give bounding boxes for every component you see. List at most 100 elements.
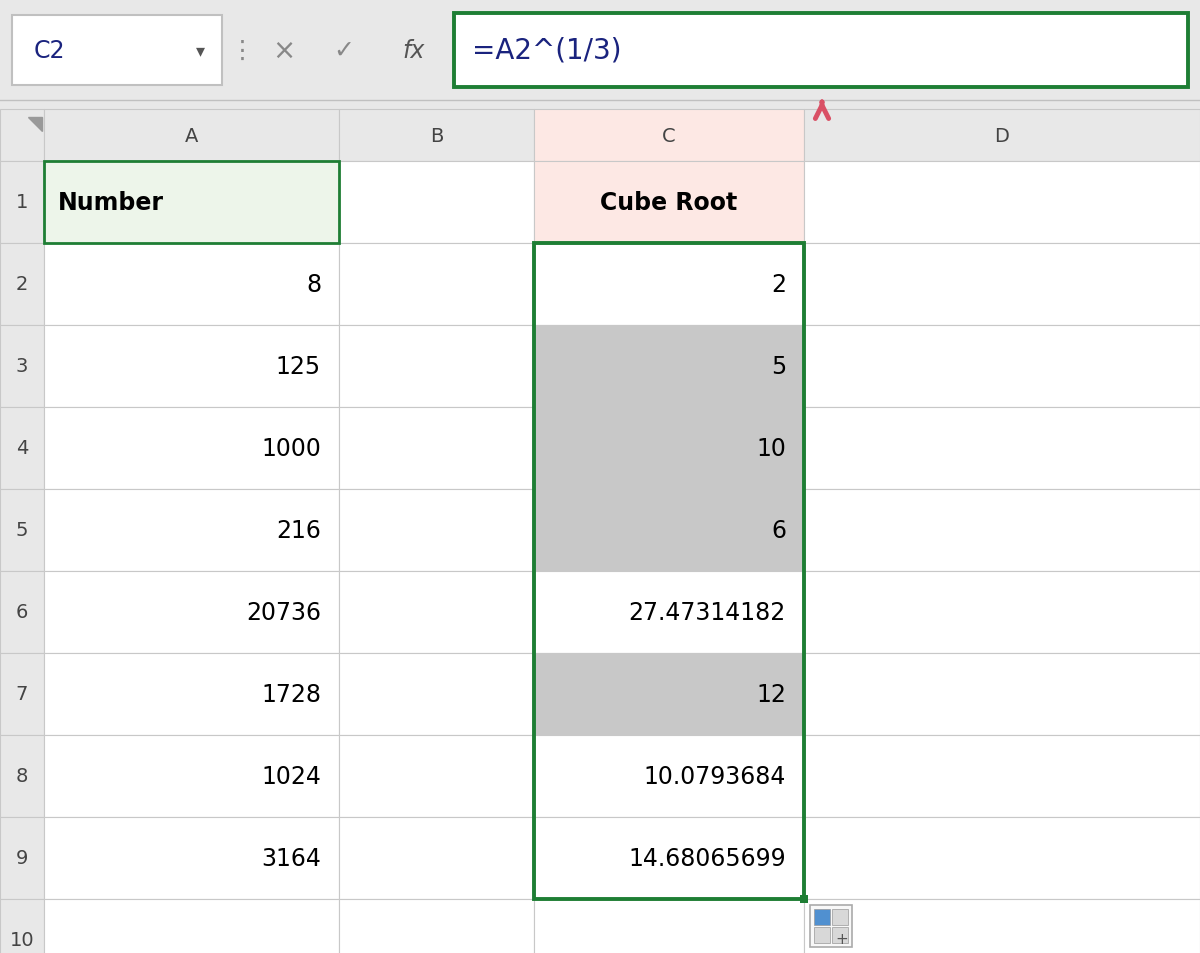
Text: A: A: [185, 127, 198, 146]
Text: +: +: [835, 931, 848, 946]
Text: 2: 2: [772, 273, 786, 296]
Bar: [534, 244, 804, 899]
Bar: [44, 162, 340, 244]
Bar: [12, 16, 222, 86]
Text: C2: C2: [34, 39, 66, 63]
Bar: [0, 326, 44, 408]
Bar: [804, 162, 1200, 244]
Text: 5: 5: [770, 355, 786, 378]
Bar: [44, 110, 340, 162]
Bar: [44, 817, 340, 899]
Bar: [44, 408, 340, 490]
Bar: [0, 735, 44, 817]
Bar: [0, 110, 44, 162]
Bar: [0, 572, 44, 654]
Bar: [340, 244, 534, 326]
Text: 14.68065699: 14.68065699: [629, 846, 786, 870]
Bar: [814, 909, 830, 925]
Bar: [340, 735, 534, 817]
Bar: [804, 110, 1200, 162]
Text: 6: 6: [772, 518, 786, 542]
Bar: [534, 654, 804, 735]
Text: 9: 9: [16, 848, 28, 867]
Bar: [534, 244, 804, 326]
Bar: [0, 10, 1200, 91]
Bar: [44, 162, 340, 244]
Bar: [534, 899, 804, 953]
Text: fx: fx: [403, 39, 425, 63]
Bar: [340, 162, 534, 244]
Bar: [454, 14, 1188, 88]
Bar: [0, 162, 44, 244]
Bar: [44, 326, 340, 408]
Bar: [534, 326, 804, 408]
Bar: [534, 490, 804, 572]
Text: B: B: [430, 127, 443, 146]
Bar: [804, 654, 1200, 735]
Bar: [44, 244, 340, 326]
Text: ✓: ✓: [334, 39, 354, 63]
Bar: [804, 490, 1200, 572]
Bar: [44, 654, 340, 735]
Bar: [0, 490, 44, 572]
Bar: [44, 735, 340, 817]
Bar: [340, 408, 534, 490]
Text: ⋮: ⋮: [229, 39, 254, 63]
Bar: [800, 895, 808, 903]
Text: 6: 6: [16, 603, 28, 622]
Bar: [804, 572, 1200, 654]
Text: 10: 10: [10, 930, 35, 949]
Text: 27.47314182: 27.47314182: [629, 600, 786, 624]
Bar: [832, 927, 848, 943]
Bar: [534, 817, 804, 899]
Text: 125: 125: [276, 355, 322, 378]
Bar: [340, 817, 534, 899]
Text: 3164: 3164: [262, 846, 322, 870]
Text: 7: 7: [16, 685, 28, 703]
Text: 20736: 20736: [246, 600, 322, 624]
Bar: [340, 899, 534, 953]
Text: 1728: 1728: [262, 682, 322, 706]
Bar: [340, 326, 534, 408]
Text: Cube Root: Cube Root: [600, 191, 738, 214]
Bar: [0, 654, 44, 735]
Bar: [832, 909, 848, 925]
Text: D: D: [995, 127, 1009, 146]
Text: Number: Number: [58, 191, 164, 214]
Bar: [804, 408, 1200, 490]
Bar: [804, 817, 1200, 899]
Bar: [44, 490, 340, 572]
Bar: [340, 654, 534, 735]
Bar: [340, 572, 534, 654]
Text: 1000: 1000: [262, 436, 322, 460]
Bar: [340, 490, 534, 572]
Text: 2: 2: [16, 275, 28, 294]
Bar: [804, 244, 1200, 326]
Text: =A2^(1/3): =A2^(1/3): [472, 37, 622, 65]
Text: C: C: [662, 127, 676, 146]
Text: ▾: ▾: [196, 42, 204, 60]
Bar: [0, 244, 44, 326]
Text: 8: 8: [306, 273, 322, 296]
Bar: [534, 162, 804, 244]
Polygon shape: [28, 118, 42, 132]
Bar: [44, 899, 340, 953]
Text: 216: 216: [276, 518, 322, 542]
Text: 4: 4: [16, 439, 28, 458]
Bar: [534, 572, 804, 654]
Text: 8: 8: [16, 767, 28, 785]
Bar: [534, 735, 804, 817]
Bar: [0, 408, 44, 490]
Bar: [534, 110, 804, 162]
Bar: [44, 572, 340, 654]
Bar: [0, 817, 44, 899]
Text: ×: ×: [272, 37, 295, 65]
Bar: [0, 899, 44, 953]
Text: 1: 1: [16, 193, 28, 213]
Text: 3: 3: [16, 357, 28, 376]
Text: 5: 5: [16, 521, 29, 540]
Text: 10: 10: [756, 436, 786, 460]
Bar: [804, 735, 1200, 817]
Text: 10.0793684: 10.0793684: [643, 764, 786, 788]
Text: 1024: 1024: [262, 764, 322, 788]
